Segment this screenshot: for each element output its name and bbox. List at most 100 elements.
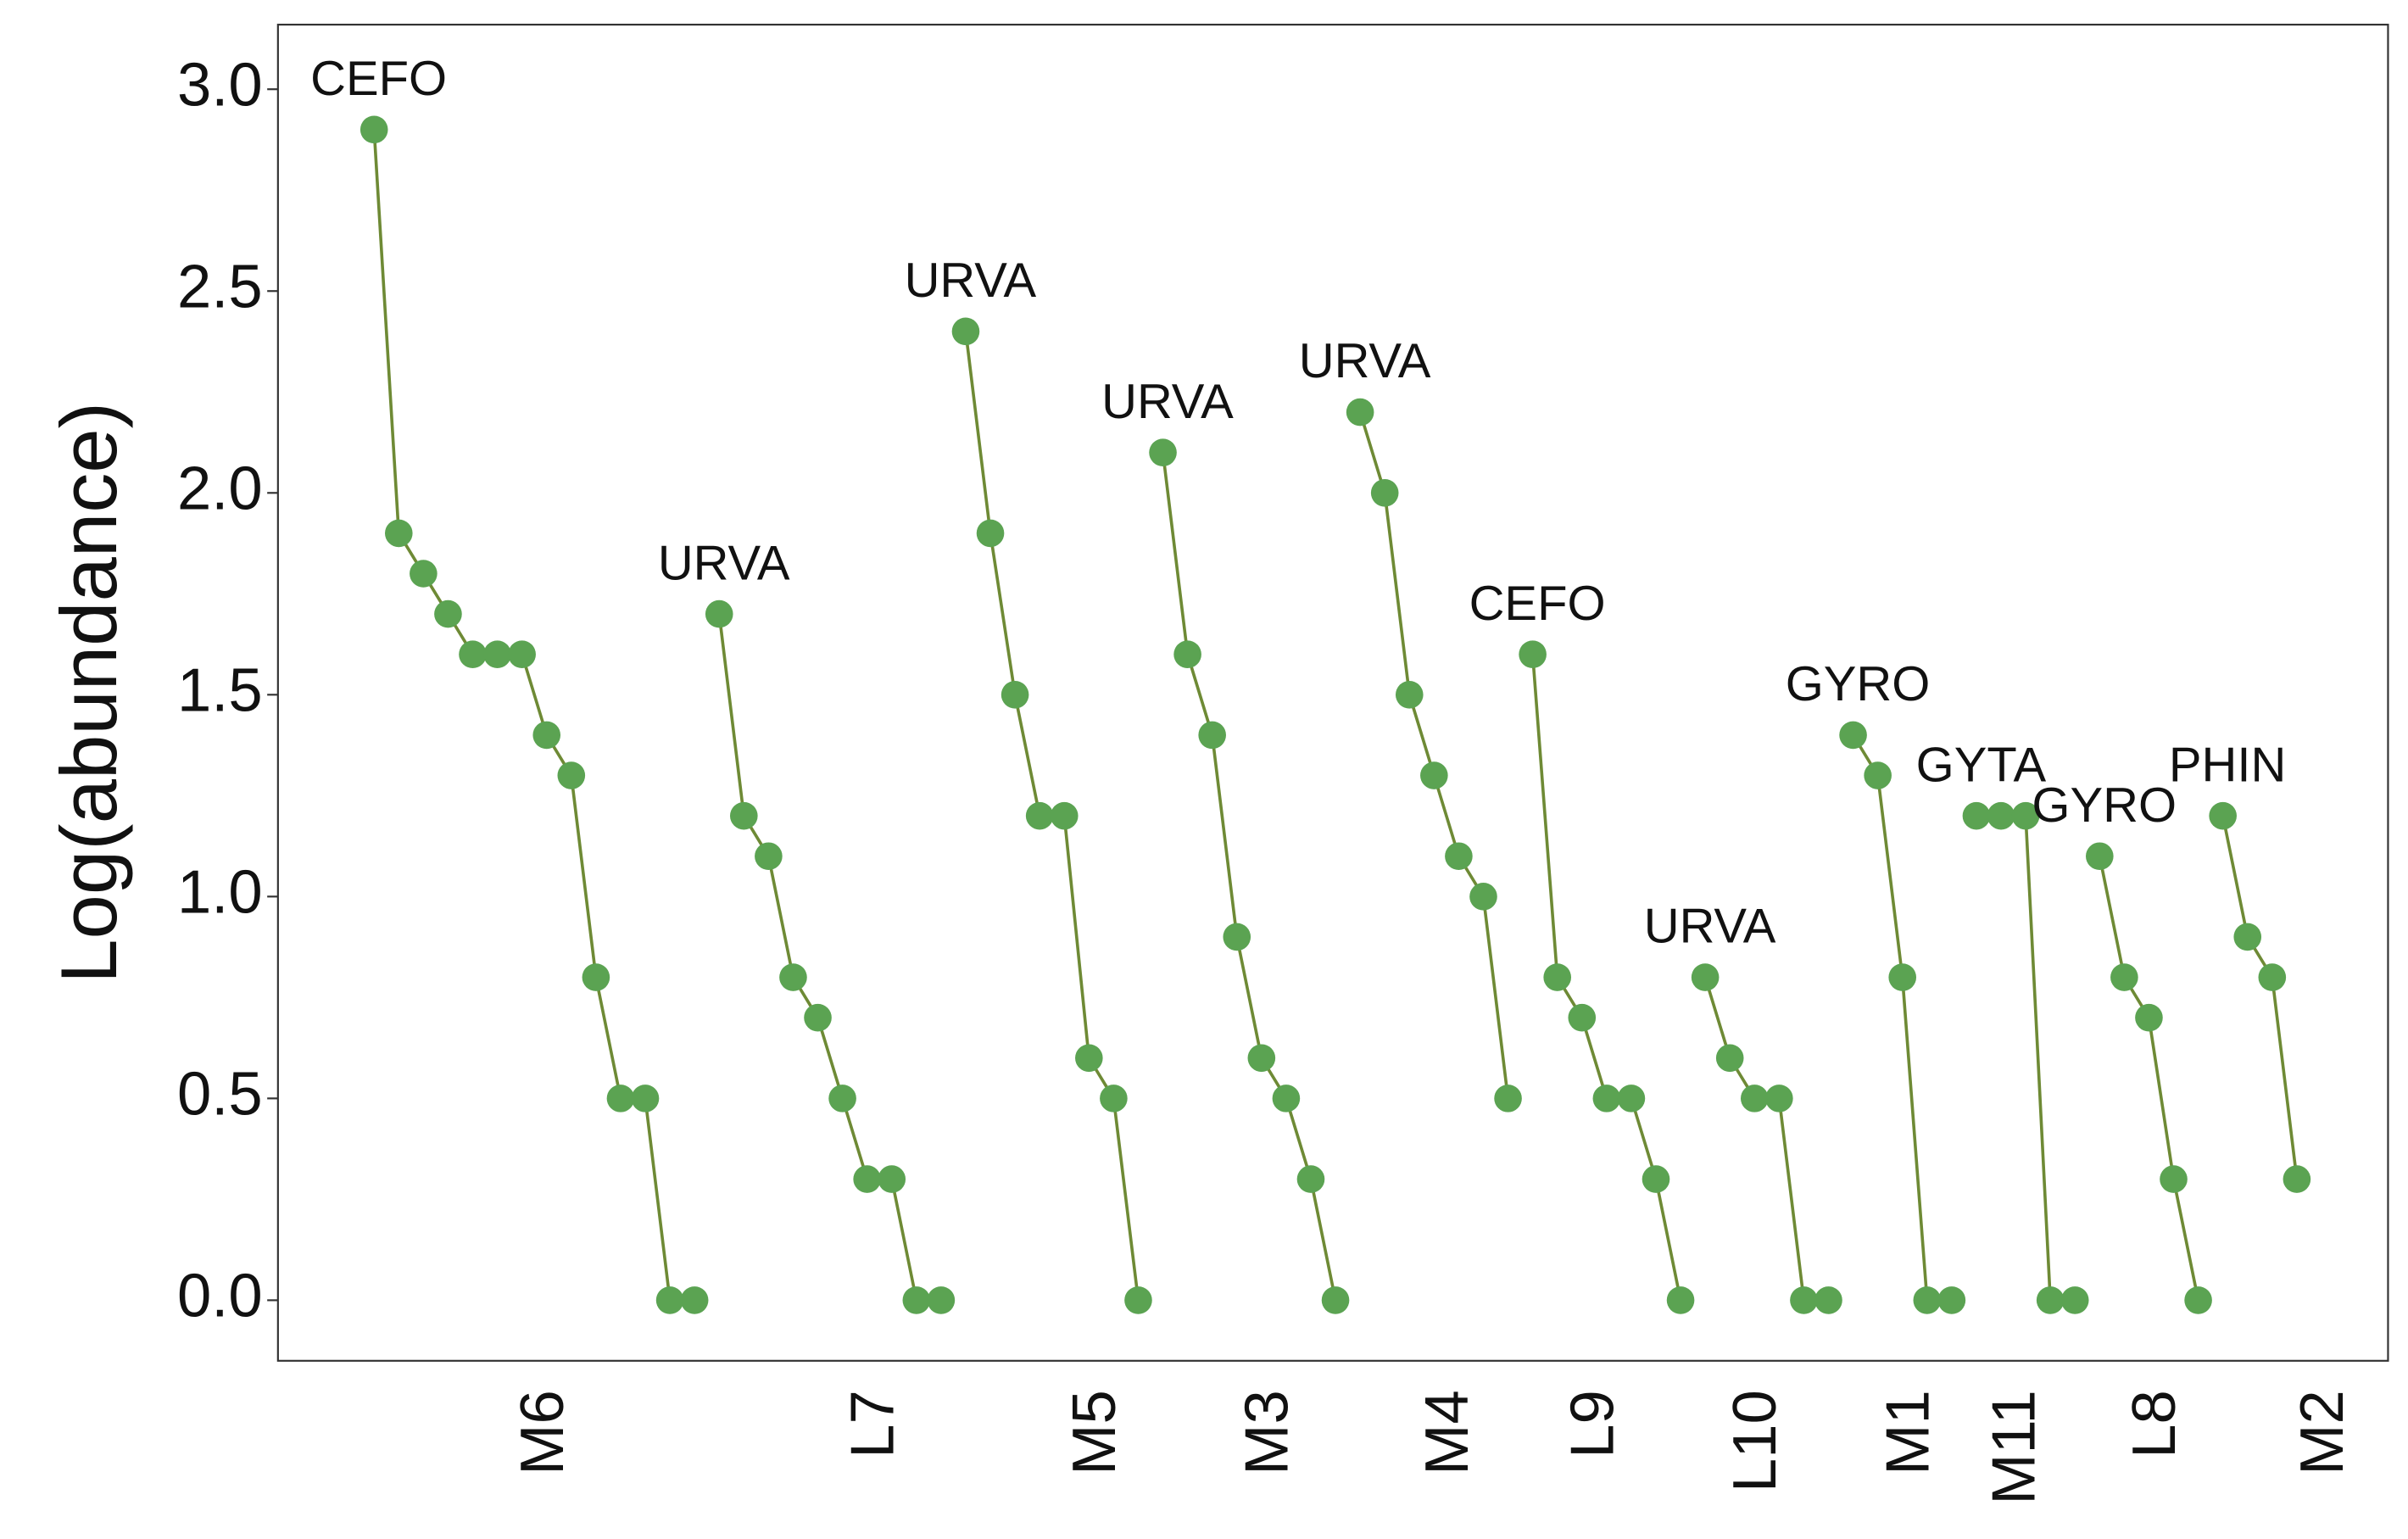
data-point [1864, 761, 1892, 789]
data-point [2110, 963, 2138, 991]
data-point [730, 801, 758, 830]
data-point [434, 599, 462, 628]
data-point [1617, 1085, 1646, 1112]
data-point [1765, 1085, 1793, 1112]
data-point [1025, 801, 1054, 830]
data-point [2209, 801, 2237, 830]
data-point [1494, 1085, 1522, 1112]
species-label: URVA [1299, 334, 1431, 388]
x-tick-label: L10 [1720, 1390, 1789, 1492]
data-point [1124, 1286, 1152, 1314]
data-point [902, 1286, 931, 1314]
data-point [804, 1003, 832, 1032]
data-point [1001, 681, 1029, 709]
data-point [1050, 801, 1079, 830]
data-point [2258, 963, 2287, 991]
data-point [1149, 438, 1177, 466]
data-point [1814, 1286, 1842, 1314]
x-tick-label: M3 [1233, 1390, 1302, 1475]
series-line [1161, 452, 1337, 1301]
y-axis-label: Log(abundance) [44, 402, 133, 984]
data-point [878, 1165, 906, 1193]
x-tick-label: M4 [1413, 1390, 1481, 1475]
data-point [2011, 801, 2040, 830]
data-point [779, 963, 807, 991]
data-point [1420, 761, 1448, 789]
data-point [2036, 1286, 2065, 1314]
data-point [1839, 721, 1867, 750]
data-point [2184, 1286, 2212, 1314]
data-point [976, 519, 1005, 548]
data-point [582, 963, 610, 991]
y-tick-label: 0.0 [177, 1262, 263, 1330]
data-point [532, 721, 561, 750]
data-point [655, 1286, 684, 1314]
x-tick-label: M1 [1873, 1390, 1942, 1475]
data-point [1395, 681, 1424, 709]
data-point [755, 842, 783, 871]
data-point [2160, 1165, 2188, 1193]
data-point [410, 560, 438, 588]
data-point [2060, 1286, 2089, 1314]
data-point [1888, 963, 1917, 991]
data-point [1790, 1286, 1818, 1314]
data-point [1173, 640, 1201, 669]
species-label: GYRO [1786, 657, 1931, 711]
x-tick-label: M2 [2288, 1390, 2356, 1475]
data-point [705, 599, 733, 628]
data-point [2135, 1003, 2163, 1032]
x-tick-label: L7 [838, 1390, 906, 1458]
data-point [1987, 801, 2015, 830]
data-point [680, 1286, 709, 1314]
series-line [1976, 814, 2076, 1302]
x-tick-label: M5 [1060, 1390, 1129, 1475]
data-point [483, 640, 511, 669]
data-point [459, 640, 487, 669]
species-label: URVA [1644, 900, 1776, 954]
data-point [1642, 1165, 1670, 1193]
species-label: CEFO [1469, 577, 1606, 631]
data-point [384, 519, 413, 548]
data-point [1519, 640, 1547, 669]
data-point [631, 1085, 660, 1112]
series-line [2098, 856, 2200, 1301]
data-point [508, 640, 536, 669]
x-tick-label: L9 [1558, 1390, 1626, 1458]
series-line [2221, 815, 2299, 1179]
data-point [927, 1286, 956, 1314]
y-tick-label: 3.0 [177, 50, 263, 119]
data-point [2233, 923, 2262, 951]
data-point [1913, 1286, 1942, 1314]
data-point [1469, 883, 1497, 911]
data-point [1198, 721, 1226, 750]
data-point [557, 761, 586, 789]
data-point [1247, 1044, 1276, 1073]
data-point [606, 1085, 635, 1112]
data-point [1100, 1085, 1128, 1112]
data-point [1272, 1085, 1301, 1112]
data-point [1223, 923, 1251, 951]
y-tick-label: 0.5 [177, 1060, 263, 1129]
species-label: URVA [658, 536, 790, 590]
data-point [853, 1165, 881, 1193]
data-point [1370, 478, 1399, 507]
species-label: URVA [905, 254, 1037, 308]
data-point [2283, 1165, 2311, 1193]
data-point [828, 1085, 856, 1112]
x-tick-label: M6 [508, 1390, 577, 1475]
data-point [2086, 842, 2114, 871]
species-label: PHIN [2169, 738, 2286, 792]
x-tick-label: M11 [1980, 1390, 2048, 1505]
data-point [1715, 1044, 1744, 1073]
species-label: GYTA [1916, 738, 2047, 792]
data-point [1543, 963, 1572, 991]
series-line [1358, 411, 1510, 1099]
y-tick-label: 1.5 [177, 655, 263, 724]
series-line [1852, 733, 1952, 1302]
y-tick-label: 2.5 [177, 252, 263, 321]
data-point [1445, 842, 1473, 871]
series-line [717, 613, 941, 1302]
data-point [1962, 801, 1991, 830]
data-point [1592, 1085, 1621, 1112]
